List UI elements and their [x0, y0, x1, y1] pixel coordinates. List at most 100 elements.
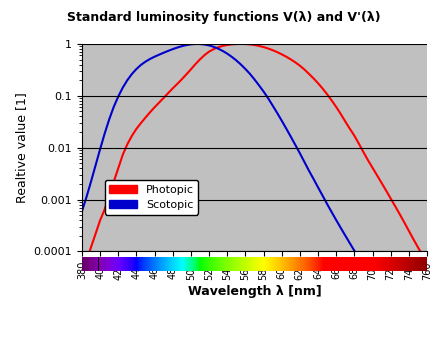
Bar [396, 257, 397, 271]
Bar [89, 257, 90, 271]
Bar [105, 257, 106, 271]
Bar [382, 257, 383, 271]
Bar [378, 257, 379, 271]
Bar [346, 257, 347, 271]
Bar [196, 257, 197, 271]
Bar [248, 257, 249, 271]
Bar [319, 257, 320, 271]
Bar [327, 257, 328, 271]
Bar [209, 257, 210, 271]
Bar [131, 257, 132, 271]
Bar [212, 257, 213, 271]
Bar [217, 257, 218, 271]
Bar [203, 257, 204, 271]
Bar [168, 257, 169, 271]
Bar [304, 257, 305, 271]
Bar [139, 257, 140, 271]
Bar [272, 257, 273, 271]
Bar [362, 257, 363, 271]
Bar [165, 257, 166, 271]
Bar [400, 257, 401, 271]
Bar [175, 257, 176, 271]
Bar [339, 257, 340, 271]
Bar [148, 257, 149, 271]
Bar [370, 257, 371, 271]
Bar [419, 257, 420, 271]
Bar [159, 257, 160, 271]
Bar [87, 257, 88, 271]
Bar [172, 257, 173, 271]
Bar [368, 257, 369, 271]
Bar [177, 257, 178, 271]
Bar [118, 257, 119, 271]
Bar [151, 257, 152, 271]
Bar [135, 257, 136, 271]
Bar [136, 257, 137, 271]
Bar [293, 257, 294, 271]
Bar [231, 257, 232, 271]
Bar [218, 257, 219, 271]
Bar [355, 257, 356, 271]
Bar [379, 257, 380, 271]
Bar [295, 257, 296, 271]
Bar [276, 257, 277, 271]
Bar [301, 257, 302, 271]
Bar [154, 257, 155, 271]
Bar [124, 257, 125, 271]
Bar [224, 257, 225, 271]
Bar [113, 257, 114, 271]
Bar [350, 257, 351, 271]
Bar [369, 257, 370, 271]
Bar [150, 257, 151, 271]
Bar [270, 257, 271, 271]
Bar [243, 257, 244, 271]
Bar [408, 257, 409, 271]
Bar [228, 257, 229, 271]
Bar [331, 257, 332, 271]
Bar [401, 257, 402, 271]
Bar [381, 257, 382, 271]
Bar [334, 257, 335, 271]
Bar [283, 257, 284, 271]
Bar [246, 257, 247, 271]
Photopic [148, 110, 153, 114]
Bar [302, 257, 303, 271]
Bar [112, 257, 113, 271]
Bar [245, 257, 246, 271]
Bar [297, 257, 298, 271]
Bar [286, 257, 287, 271]
Bar [98, 257, 99, 271]
Bar [134, 257, 135, 271]
Bar [387, 257, 388, 271]
Bar [312, 257, 313, 271]
Scotopic [207, 43, 212, 48]
Bar [348, 257, 349, 271]
Bar [279, 257, 280, 271]
Bar [85, 257, 86, 271]
Bar [320, 257, 321, 271]
Bar [104, 257, 105, 271]
Bar [184, 257, 185, 271]
Bar [357, 257, 358, 271]
Bar [183, 257, 184, 271]
Bar [188, 257, 189, 271]
Bar [127, 257, 128, 271]
Scotopic [170, 47, 175, 51]
Bar [83, 257, 84, 271]
Bar [215, 257, 216, 271]
Bar [360, 257, 361, 271]
Photopic [274, 50, 280, 54]
Bar [107, 257, 108, 271]
Bar [201, 257, 202, 271]
Bar [261, 257, 262, 271]
Bar [167, 257, 168, 271]
Bar [424, 257, 425, 271]
Bar [277, 257, 278, 271]
Bar [353, 257, 354, 271]
Bar [375, 257, 376, 271]
Bar [195, 257, 196, 271]
Bar [410, 257, 411, 271]
Bar [425, 257, 426, 271]
Bar [191, 257, 192, 271]
Bar [164, 257, 165, 271]
